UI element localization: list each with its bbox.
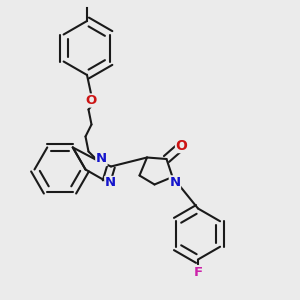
Text: O: O [86,94,97,107]
Text: F: F [194,266,202,279]
Text: O: O [176,139,188,152]
Text: N: N [169,176,181,189]
Text: N: N [96,152,107,166]
Text: N: N [105,176,116,190]
